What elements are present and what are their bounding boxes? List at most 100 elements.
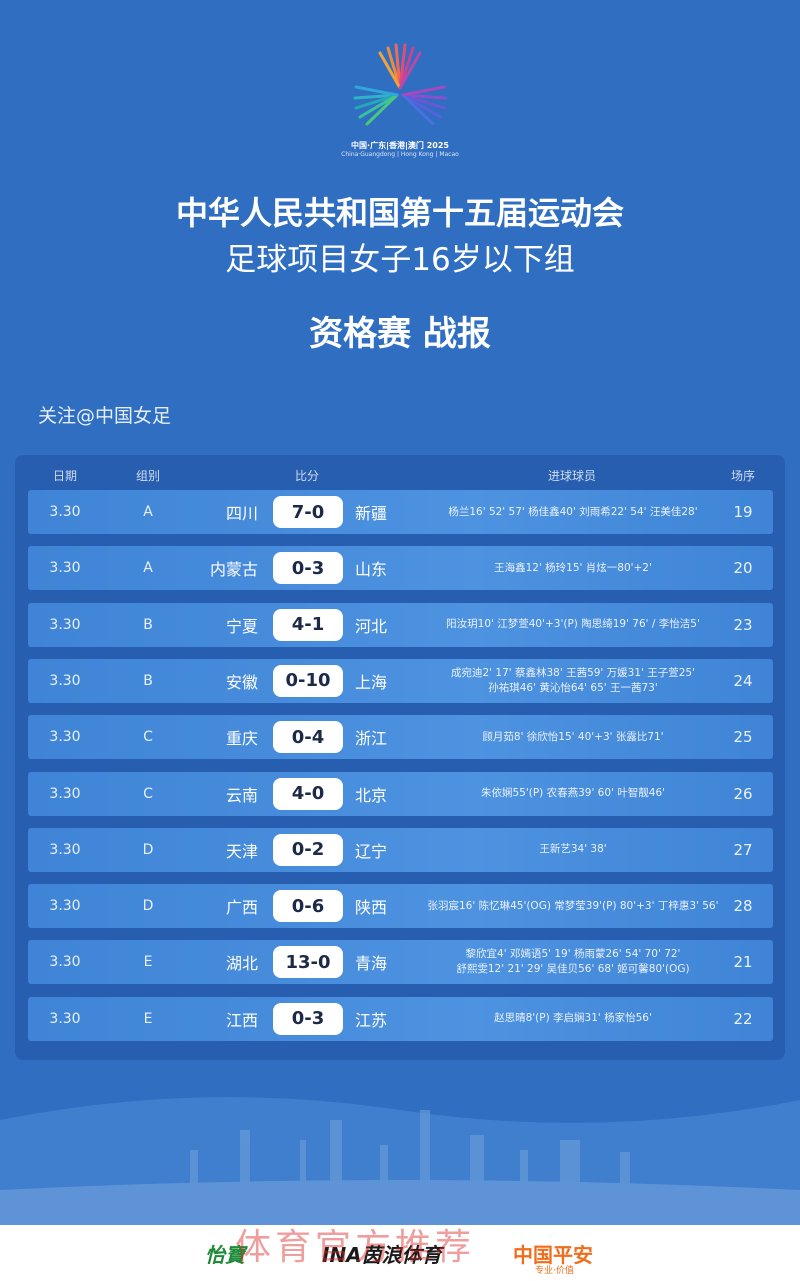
away-team: 北京 [355,785,388,805]
match-number: 19 [733,503,753,521]
home-team: 湖北 [225,954,258,974]
table-row: 3.30 B 宁夏 4-1 河北 阳汝玥10' 江梦萱40'+3'(P) 陶思绮19' 7… [28,602,773,647]
away-team: 浙江 [355,729,388,749]
score: 4-1 [273,608,343,641]
home-team: 内蒙古 [209,560,258,580]
away-team: 上海 [355,672,388,692]
score: 0-2 [273,833,343,866]
scorer-line: 张羽宸16' 陈忆琳45'(OG) 常梦莹39'(P) 80'+3' 丁梓惠3'… [427,899,719,912]
score: 0-10 [273,664,343,697]
table-row: 3.30 A 内蒙古 0-3 山东 王海鑫12' 杨玲15' 肖炫一80'+2' 20 [28,546,773,591]
table-row: 3.30 E 湖北 13-0 青海 黎欣宜4' 邓嫣语5' 19' 杨雨蒙26' 54' … [28,940,773,985]
report-heading: 资格赛 战报 [309,314,491,354]
table-row: 3.30 C 云南 4-0 北京 朱依娴55'(P) 农春燕39' 60' 叶智靓46' 2… [28,771,773,816]
column-header: 进球球员 [547,469,597,483]
score: 0-6 [273,890,343,923]
match-number: 23 [733,615,753,634]
column-header: 场序 [730,469,756,483]
score: 7-0 [273,496,343,528]
date: 3.30 [49,504,81,520]
away-team: 陕西 [355,898,388,918]
score: 0-3 [273,552,343,585]
watermark: 体育官方推荐 [235,1227,476,1268]
match-number: 20 [733,559,753,578]
scorers: 阳汝玥10' 江梦萱40'+3'(P) 陶思绮19' 76' / 李怡洁5' [408,603,738,647]
home-team: 天津 [225,841,258,861]
score: 0-4 [273,721,343,754]
table-row: 3.30 D 广西 0-6 陕西 张羽宸16' 陈忆琳45'(OG) 常梦莹39'(P) … [28,884,773,929]
group: A [143,504,153,520]
group: E [143,1010,153,1027]
sponsor: 中国平安 [513,1243,593,1267]
group: A [143,560,153,577]
date: 3.30 [49,898,81,915]
away-team: 河北 [355,616,388,636]
away-team: 青海 [355,954,388,974]
score: 13-0 [273,946,343,979]
city-skyline [0,1097,800,1225]
scorer-line: 顾月茹8' 徐欣怡15' 40'+3' 张露比71' [482,730,664,743]
date: 3.30 [49,1010,81,1027]
home-team: 宁夏 [225,616,258,636]
group: C [143,785,153,802]
date: 3.30 [49,616,81,633]
away-team: 新疆 [355,504,388,523]
games-logo [353,43,447,126]
scorers: 黎欣宜4' 邓嫣语5' 19' 杨雨蒙26' 54' 70' 72' 舒熙雯12'… [408,940,738,984]
date: 3.30 [49,954,81,971]
scorers: 朱依娴55'(P) 农春燕39' 60' 叶智靓46' [408,772,738,816]
date: 3.30 [49,729,81,746]
group: D [142,841,154,858]
table-row: 3.30 C 重庆 0-4 浙江 顾月茹8' 徐欣怡15' 40'+3' 张露比71' 25 [28,715,773,760]
home-team: 江西 [225,1010,258,1030]
scorers: 杨兰16' 52' 57' 杨佳鑫40' 刘雨希22' 54' 汪美佳28' [408,490,738,534]
scorer-line: 王新艺34' 38' [539,843,607,856]
match-number: 25 [733,728,753,747]
match-number: 24 [733,671,753,690]
group: E [143,954,153,971]
home-team: 四川 [225,504,258,523]
scorer-line: 成宛迪2' 17' 蔡鑫林38' 王茜59' 万媛31' 王子萱25' [451,666,695,679]
score: 4-0 [273,777,343,810]
scorer-line: 朱依娴55'(P) 农春燕39' 60' 叶智靓46' [480,787,666,799]
sponsor: INA茵浪体育 [322,1243,442,1267]
match-number: 21 [733,953,753,972]
title: 中华人民共和国第十五届运动会 [175,194,624,232]
home-team: 重庆 [225,729,258,749]
group: D [142,898,154,915]
results-table: 日期 组别 比分 进球球员 场序 3.30 A 四川 7-0 新疆 杨兰16' 52' 57' 杨佳… [15,455,785,1060]
scorer-line: 赵思晴8'(P) 李启娴31' 杨家怡56' [494,1012,652,1025]
date: 3.30 [49,841,81,858]
home-team: 安徽 [225,672,258,692]
scorer-line: 孙祐琪46' 黄沁怡64' 65' 王一茜73' [488,681,658,694]
tagline: 专业·价值 [535,1266,574,1276]
logo-text: 中国·广东|香港|澳门 2025 [351,141,449,150]
scorers: 赵思晴8'(P) 李启娴31' 杨家怡56' [408,997,738,1041]
column-header: 组别 [135,469,161,483]
subtitle: 足球项目女子16岁以下组 [225,242,575,278]
away-team: 辽宁 [355,841,388,861]
scorers: 张羽宸16' 陈忆琳45'(OG) 常梦莹39'(P) 80'+3' 丁梓惠3'… [408,884,738,928]
footer: 怡寶 INA茵浪体育 中国平安 专业·价值 [0,1225,800,1281]
away-team: 江苏 [355,1010,388,1030]
sponsor: 怡寶 [205,1243,245,1267]
date: 3.30 [49,672,81,689]
scorer-line: 黎欣宜4' 邓嫣语5' 19' 杨雨蒙26' 54' 70' 72' [465,948,681,961]
match-number: 26 [733,784,753,803]
match-number: 27 [733,840,753,859]
column-header: 比分 [294,469,320,483]
date: 3.30 [49,560,81,577]
date: 3.30 [49,785,81,802]
home-team: 云南 [225,785,258,805]
scorers: 王新艺34' 38' [408,828,738,872]
table-row: 3.30 E 江西 0-3 江苏 赵思晴8'(P) 李启娴31' 杨家怡56' 22 [28,996,773,1041]
scorer-line: 杨兰16' 52' 57' 杨佳鑫40' 刘雨希22' 54' 汪美佳28' [448,505,698,518]
table-row: 3.30 D 天津 0-2 辽宁 王新艺34' 38' 27 [28,827,773,872]
away-team: 山东 [355,560,388,580]
scorer-line: 阳汝玥10' 江梦萱40'+3'(P) 陶思绮19' 76' / 李怡洁5' [446,618,700,631]
match-number: 28 [733,897,753,916]
scorers: 王海鑫12' 杨玲15' 肖炫一80'+2' [408,546,738,590]
follow-text: 关注@中国女足 [38,405,172,427]
table-row: 3.30 B 安徽 0-10 上海 成宛迪2' 17' 蔡鑫林38' 王茜59' 万媛31… [28,658,773,703]
